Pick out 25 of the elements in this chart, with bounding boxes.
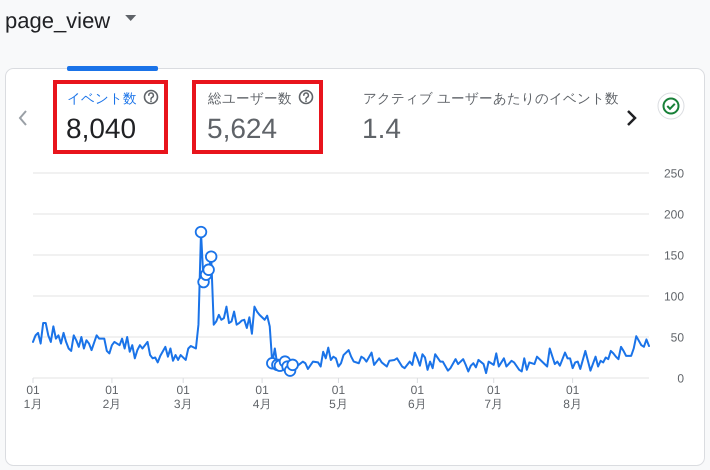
y-tick-label: 200 bbox=[664, 208, 684, 222]
point bbox=[194, 226, 208, 238]
x-tick-label: 01 8月 bbox=[563, 383, 582, 411]
y-tick-label: 50 bbox=[670, 330, 684, 344]
category-label: アクティブ ユーザーあたりのイベント数 bbox=[363, 91, 619, 106]
data-label: 1.4 bbox=[362, 113, 401, 144]
y-tick-label: 250 bbox=[664, 166, 684, 180]
point bbox=[286, 358, 299, 372]
category-label: 総ユーザー数 bbox=[207, 91, 292, 106]
x-tick-label: 01 1月 bbox=[24, 383, 42, 411]
category-label: イベント数 bbox=[67, 91, 137, 106]
point bbox=[202, 264, 215, 276]
y-tick-label: 0 bbox=[677, 372, 684, 386]
x-tick-label: 01 7月 bbox=[484, 383, 504, 411]
x-tick-label: 01 3月 bbox=[174, 383, 193, 411]
data-label: 5,624 bbox=[207, 113, 278, 144]
x-tick-label: 01 4月 bbox=[252, 383, 272, 411]
text: page_view bbox=[5, 8, 110, 33]
point bbox=[204, 250, 218, 263]
x-tick-label: 01 2月 bbox=[102, 383, 122, 411]
y-tick-label: 150 bbox=[664, 248, 684, 262]
x-tick-label: 01 5月 bbox=[329, 383, 348, 411]
data-label: 8,040 bbox=[66, 113, 136, 144]
y-tick-label: 100 bbox=[664, 290, 684, 304]
x-tick-label: 01 6月 bbox=[408, 383, 427, 411]
